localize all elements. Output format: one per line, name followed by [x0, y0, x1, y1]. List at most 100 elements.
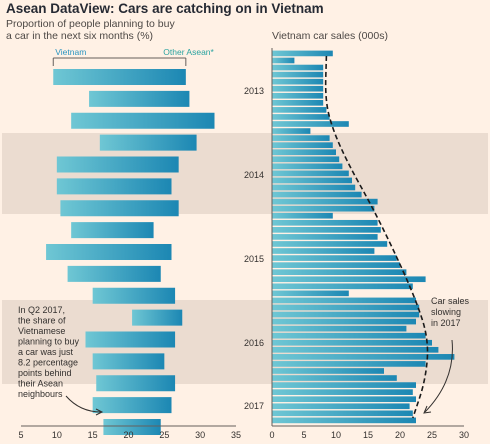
- sales-bar: [272, 410, 413, 417]
- left-annotation-arrowhead: [95, 408, 104, 416]
- sales-bar: [272, 156, 340, 163]
- sales-bar: [272, 50, 333, 57]
- right-chart-title: Vietnam car sales (000s): [272, 30, 388, 42]
- sales-bar: [272, 191, 362, 198]
- legend-vietnam: Vietnam: [55, 47, 86, 57]
- range-bar: [92, 397, 172, 414]
- year-label-2013: 2013: [244, 86, 264, 96]
- sales-bar: [272, 128, 311, 134]
- left-x-tick-15: 15: [88, 430, 98, 440]
- sales-bar: [272, 354, 455, 360]
- left-annotation-line: In Q2 2017,: [18, 305, 65, 315]
- left-annotation-line: a car was just: [18, 347, 74, 357]
- sales-bar: [272, 389, 413, 395]
- sales-bar: [272, 227, 381, 233]
- year-label-2014: 2014: [244, 170, 264, 180]
- sales-bar: [272, 205, 375, 212]
- right-annotation-line: in 2017: [431, 318, 461, 328]
- range-bar: [56, 178, 172, 195]
- sales-bar: [272, 304, 420, 311]
- sales-bar: [272, 403, 410, 410]
- sales-bar: [272, 177, 352, 184]
- sales-bar: [272, 396, 416, 403]
- range-bar: [99, 134, 197, 151]
- sales-bar: [272, 71, 324, 78]
- sales-bar: [272, 78, 324, 85]
- sales-bar: [272, 121, 349, 127]
- sales-bar: [272, 57, 295, 64]
- sales-bar: [272, 170, 349, 177]
- range-bar: [67, 265, 161, 282]
- sales-bar: [272, 269, 407, 276]
- sales-bar: [272, 234, 378, 240]
- sales-bar: [272, 198, 378, 205]
- sales-bar: [272, 114, 330, 120]
- range-bar: [85, 331, 176, 348]
- sales-bar: [272, 290, 349, 297]
- sales-trend-line: [324, 55, 429, 419]
- left-annotation-line: their Asean: [18, 379, 63, 389]
- sales-bar: [272, 339, 432, 346]
- sales-bar: [272, 417, 416, 424]
- left-x-tick-5: 5: [18, 430, 23, 440]
- range-bar: [56, 156, 179, 173]
- range-bar: [60, 200, 179, 217]
- left-annotation-line: planning to buy: [18, 337, 80, 347]
- range-bar: [132, 309, 183, 326]
- left-x-tick-30: 30: [195, 430, 205, 440]
- left-annotation-line: 8.2 percentage: [18, 358, 78, 368]
- left-annotation-line: points behind: [18, 368, 72, 378]
- sales-bar: [272, 297, 416, 304]
- sales-bar: [272, 99, 324, 106]
- right-x-tick-10: 10: [331, 430, 341, 440]
- left-subtitle-line-1: Proportion of people planning to buy: [6, 18, 175, 30]
- left-x-tick-25: 25: [159, 430, 169, 440]
- right-annotation-line: Car sales: [431, 296, 470, 306]
- range-bar: [92, 287, 176, 304]
- sales-bar: [272, 163, 343, 170]
- left-subtitle-line-2: a car in the next six months (%): [6, 30, 154, 42]
- year-label-2017: 2017: [244, 401, 264, 411]
- sales-bar: [272, 85, 324, 92]
- sales-bar: [272, 318, 416, 325]
- year-label-2016: 2016: [244, 338, 264, 348]
- sales-bar: [272, 212, 333, 219]
- sales-bar: [272, 368, 384, 374]
- sales-bar: [272, 382, 416, 388]
- left-annotation-arrow: [65, 395, 102, 413]
- right-annotation-arrowhead: [423, 405, 432, 414]
- range-bar: [46, 244, 172, 260]
- right-x-tick-5: 5: [301, 430, 306, 440]
- year-label-2015: 2015: [244, 254, 264, 264]
- left-annotation-line: Vietnamese: [18, 326, 65, 336]
- right-annotation-arrow: [424, 339, 453, 413]
- range-bar: [53, 69, 186, 85]
- sales-bar: [272, 241, 388, 247]
- legend-other-asean: Other Asean*: [163, 47, 214, 57]
- left-x-tick-35: 35: [231, 430, 241, 440]
- sales-bar: [272, 142, 333, 148]
- range-bar: [103, 419, 161, 435]
- left-annotation-line: the share of: [18, 316, 66, 326]
- sales-bar: [272, 149, 336, 156]
- right-x-tick-30: 30: [459, 430, 469, 440]
- right-x-tick-0: 0: [269, 430, 274, 440]
- left-x-tick-20: 20: [123, 430, 133, 440]
- range-bar: [89, 90, 190, 107]
- range-bar: [92, 353, 165, 370]
- sales-bar: [272, 107, 327, 113]
- sales-bar: [272, 219, 378, 226]
- sales-bar: [272, 311, 420, 318]
- sales-bar: [272, 325, 407, 332]
- right-annotation-line: slowing: [431, 307, 461, 317]
- sales-bar: [272, 184, 356, 191]
- sales-bar: [272, 255, 397, 261]
- sales-bar: [272, 276, 426, 283]
- sales-bar: [272, 361, 426, 367]
- sales-bar: [272, 92, 324, 99]
- range-bar: [96, 375, 176, 392]
- left-x-tick-10: 10: [52, 430, 62, 440]
- sales-bar: [272, 135, 330, 141]
